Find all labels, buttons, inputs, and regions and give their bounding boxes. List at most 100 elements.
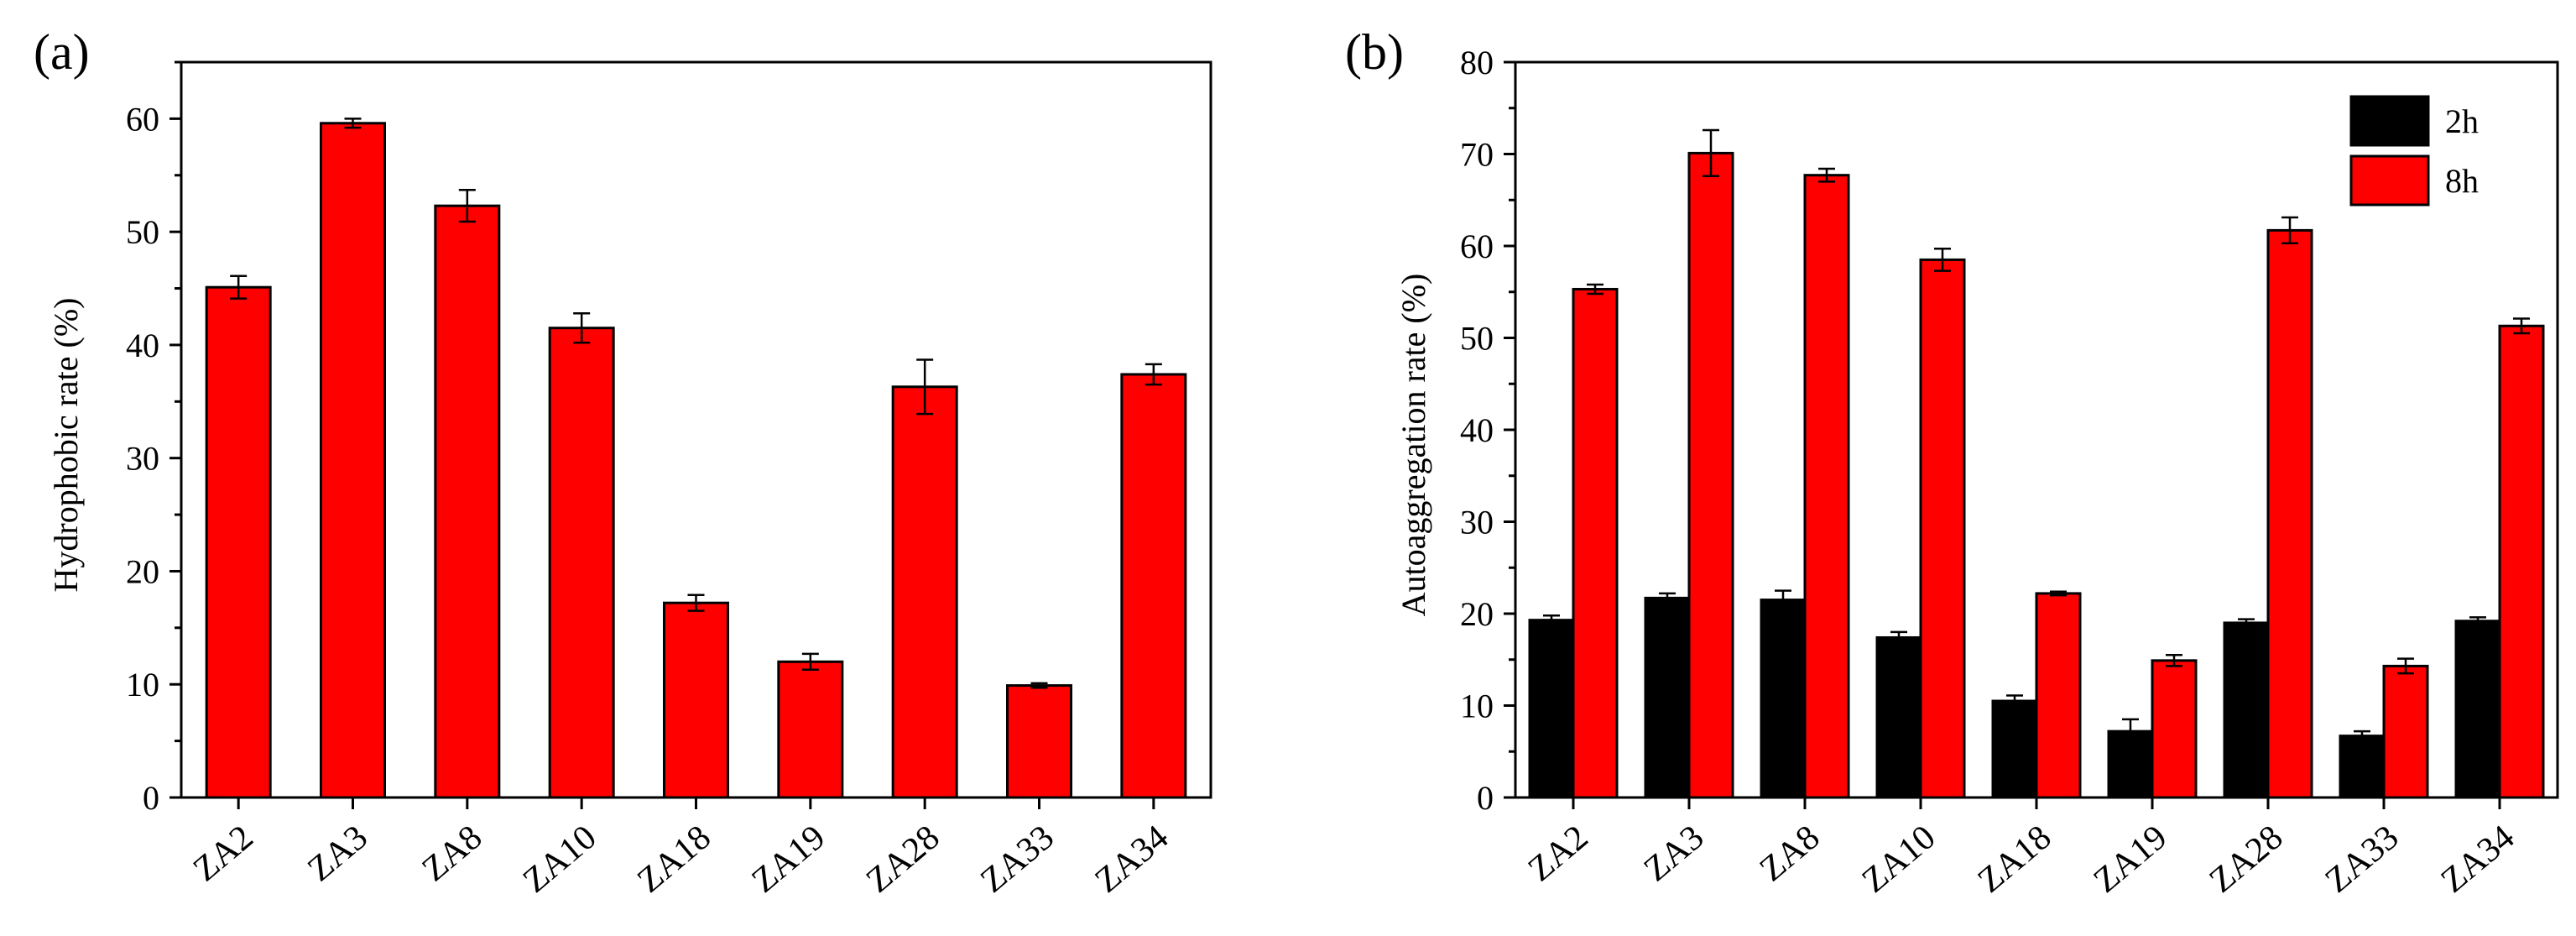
bar-8h-za10 xyxy=(1919,258,1966,799)
error-bar xyxy=(687,593,705,612)
bar-hydrophobic-rate-za19 xyxy=(777,660,844,799)
x-tick-label: ZA28 xyxy=(859,818,947,900)
bar-hydrophobic-rate-za3 xyxy=(320,122,386,799)
error-bar xyxy=(1934,248,1951,272)
bar-2h-za3 xyxy=(1644,596,1691,799)
y-tick-label: 20 xyxy=(1460,595,1494,633)
bar-8h-za18 xyxy=(2035,592,2082,799)
x-tick-label: ZA8 xyxy=(1753,818,1828,889)
y-tick-label: 60 xyxy=(126,100,159,138)
bar-8h-za28 xyxy=(2266,228,2313,799)
x-tick-label: ZA33 xyxy=(973,818,1061,900)
error-bar xyxy=(1703,128,1719,178)
error-bar xyxy=(1587,283,1603,295)
bar-hydrophobic-rate-za33 xyxy=(1006,684,1072,799)
panel-b-label: (b) xyxy=(1345,24,1404,80)
x-tick-label: ZA10 xyxy=(516,818,604,900)
error-bar xyxy=(344,118,362,129)
bar-8h-za19 xyxy=(2151,659,2198,799)
error-bar xyxy=(801,652,819,671)
error-bar xyxy=(573,311,591,344)
x-tick-label: ZA3 xyxy=(300,818,375,889)
panel-b-frame xyxy=(1514,60,2559,799)
x-tick-label: ZA18 xyxy=(630,818,718,900)
y-tick-label: 10 xyxy=(1460,688,1494,725)
bar-hydrophobic-rate-za8 xyxy=(434,204,501,799)
bar-8h-za3 xyxy=(1687,151,1734,799)
x-tick-label: ZA2 xyxy=(186,818,261,889)
legend-swatch-8h xyxy=(2349,154,2430,207)
x-tick-label: ZA19 xyxy=(2087,818,2175,900)
error-bar xyxy=(1775,589,1791,610)
bar-2h-za34 xyxy=(2454,620,2501,799)
y-tick-label: 0 xyxy=(143,779,159,817)
bar-2h-za33 xyxy=(2339,735,2386,799)
error-bar xyxy=(2238,618,2255,628)
error-bar xyxy=(2122,718,2139,745)
bar-8h-za33 xyxy=(2382,664,2429,799)
error-bar xyxy=(2166,654,2182,667)
bar-hydrophobic-rate-za34 xyxy=(1120,373,1187,799)
y-tick-label: 60 xyxy=(1460,227,1494,265)
error-bar xyxy=(1543,614,1560,626)
panel-b: (b) Autoaggregation rate (%) 0 10 20 30 40 50… xyxy=(1345,24,2559,901)
error-bar xyxy=(1145,363,1162,386)
bar-2h-za2 xyxy=(1528,619,1575,799)
bar-2h-za28 xyxy=(2223,621,2270,799)
panel-b-y-axis-title: Autoaggregation rate (%) xyxy=(1395,274,1432,617)
error-bar xyxy=(2354,729,2370,742)
bar-hydrophobic-rate-za28 xyxy=(891,385,958,799)
y-tick-label: 50 xyxy=(1460,320,1494,358)
error-bar xyxy=(2469,616,2486,626)
x-tick-label: ZA34 xyxy=(2434,818,2522,900)
y-tick-label: 40 xyxy=(1460,411,1494,449)
error-bar xyxy=(230,275,248,300)
bar-hydrophobic-rate-za18 xyxy=(663,601,729,799)
error-bar xyxy=(458,189,476,223)
x-tick-label: ZA34 xyxy=(1088,818,1176,900)
error-bar xyxy=(1818,167,1835,183)
error-bar xyxy=(1890,630,1907,645)
y-tick-label: 80 xyxy=(1460,44,1494,81)
panel-a-frame xyxy=(180,60,1212,799)
y-tick-label: 30 xyxy=(126,440,159,478)
bar-2h-za10 xyxy=(1875,635,1922,799)
panel-a-bars xyxy=(205,118,1187,799)
panel-a-label: (a) xyxy=(34,24,90,80)
panel-b-x-tick-labels: ZA2 ZA3 ZA8 ZA10 ZA18 ZA19 ZA28 ZA33 ZA34 xyxy=(1521,797,2522,901)
y-tick-label: 30 xyxy=(1460,504,1494,541)
error-bar xyxy=(916,358,934,416)
error-bar xyxy=(2281,216,2298,244)
panel-a-axes: 0 10 20 30 40 50 60 xyxy=(126,60,181,817)
bar-2h-za8 xyxy=(1760,599,1807,799)
bar-8h-za8 xyxy=(1803,174,1850,799)
y-tick-label: 50 xyxy=(126,213,159,251)
bar-8h-za34 xyxy=(2498,324,2545,799)
error-bar xyxy=(1030,682,1048,689)
legend-label-2h: 2h xyxy=(2445,102,2479,140)
error-bar xyxy=(2050,590,2067,597)
y-tick-label: 40 xyxy=(126,327,159,364)
x-tick-label: ZA33 xyxy=(2318,818,2407,900)
panel-a-y-axis-title: Hydrophobic rate (%) xyxy=(47,298,85,593)
panel-a: (a) Hydrophobic rate (%) 0 10 20 30 40 50 60 Z… xyxy=(34,24,1212,901)
bar-2h-za18 xyxy=(1991,699,2038,799)
y-tick-label: 0 xyxy=(1477,779,1494,817)
x-tick-label: ZA8 xyxy=(415,818,490,889)
x-tick-label: ZA28 xyxy=(2203,818,2291,900)
legend-swatch-2h xyxy=(2349,95,2430,147)
y-tick-label: 10 xyxy=(126,666,159,703)
x-tick-label: ZA18 xyxy=(1971,818,2059,900)
error-bar xyxy=(1659,592,1676,604)
bar-hydrophobic-rate-za10 xyxy=(548,327,615,799)
x-tick-label: ZA3 xyxy=(1637,818,1712,889)
x-tick-label: ZA10 xyxy=(1855,818,1943,900)
bar-hydrophobic-rate-za2 xyxy=(205,285,272,799)
legend-label-8h: 8h xyxy=(2445,162,2479,200)
panel-b-legend: 2h 8h xyxy=(2349,95,2479,207)
panel-b-axes: 0 10 20 30 40 50 60 70 80 xyxy=(1460,44,1515,817)
x-tick-label: ZA19 xyxy=(745,818,833,900)
y-tick-label: 20 xyxy=(126,552,159,590)
error-bar xyxy=(2513,317,2530,335)
